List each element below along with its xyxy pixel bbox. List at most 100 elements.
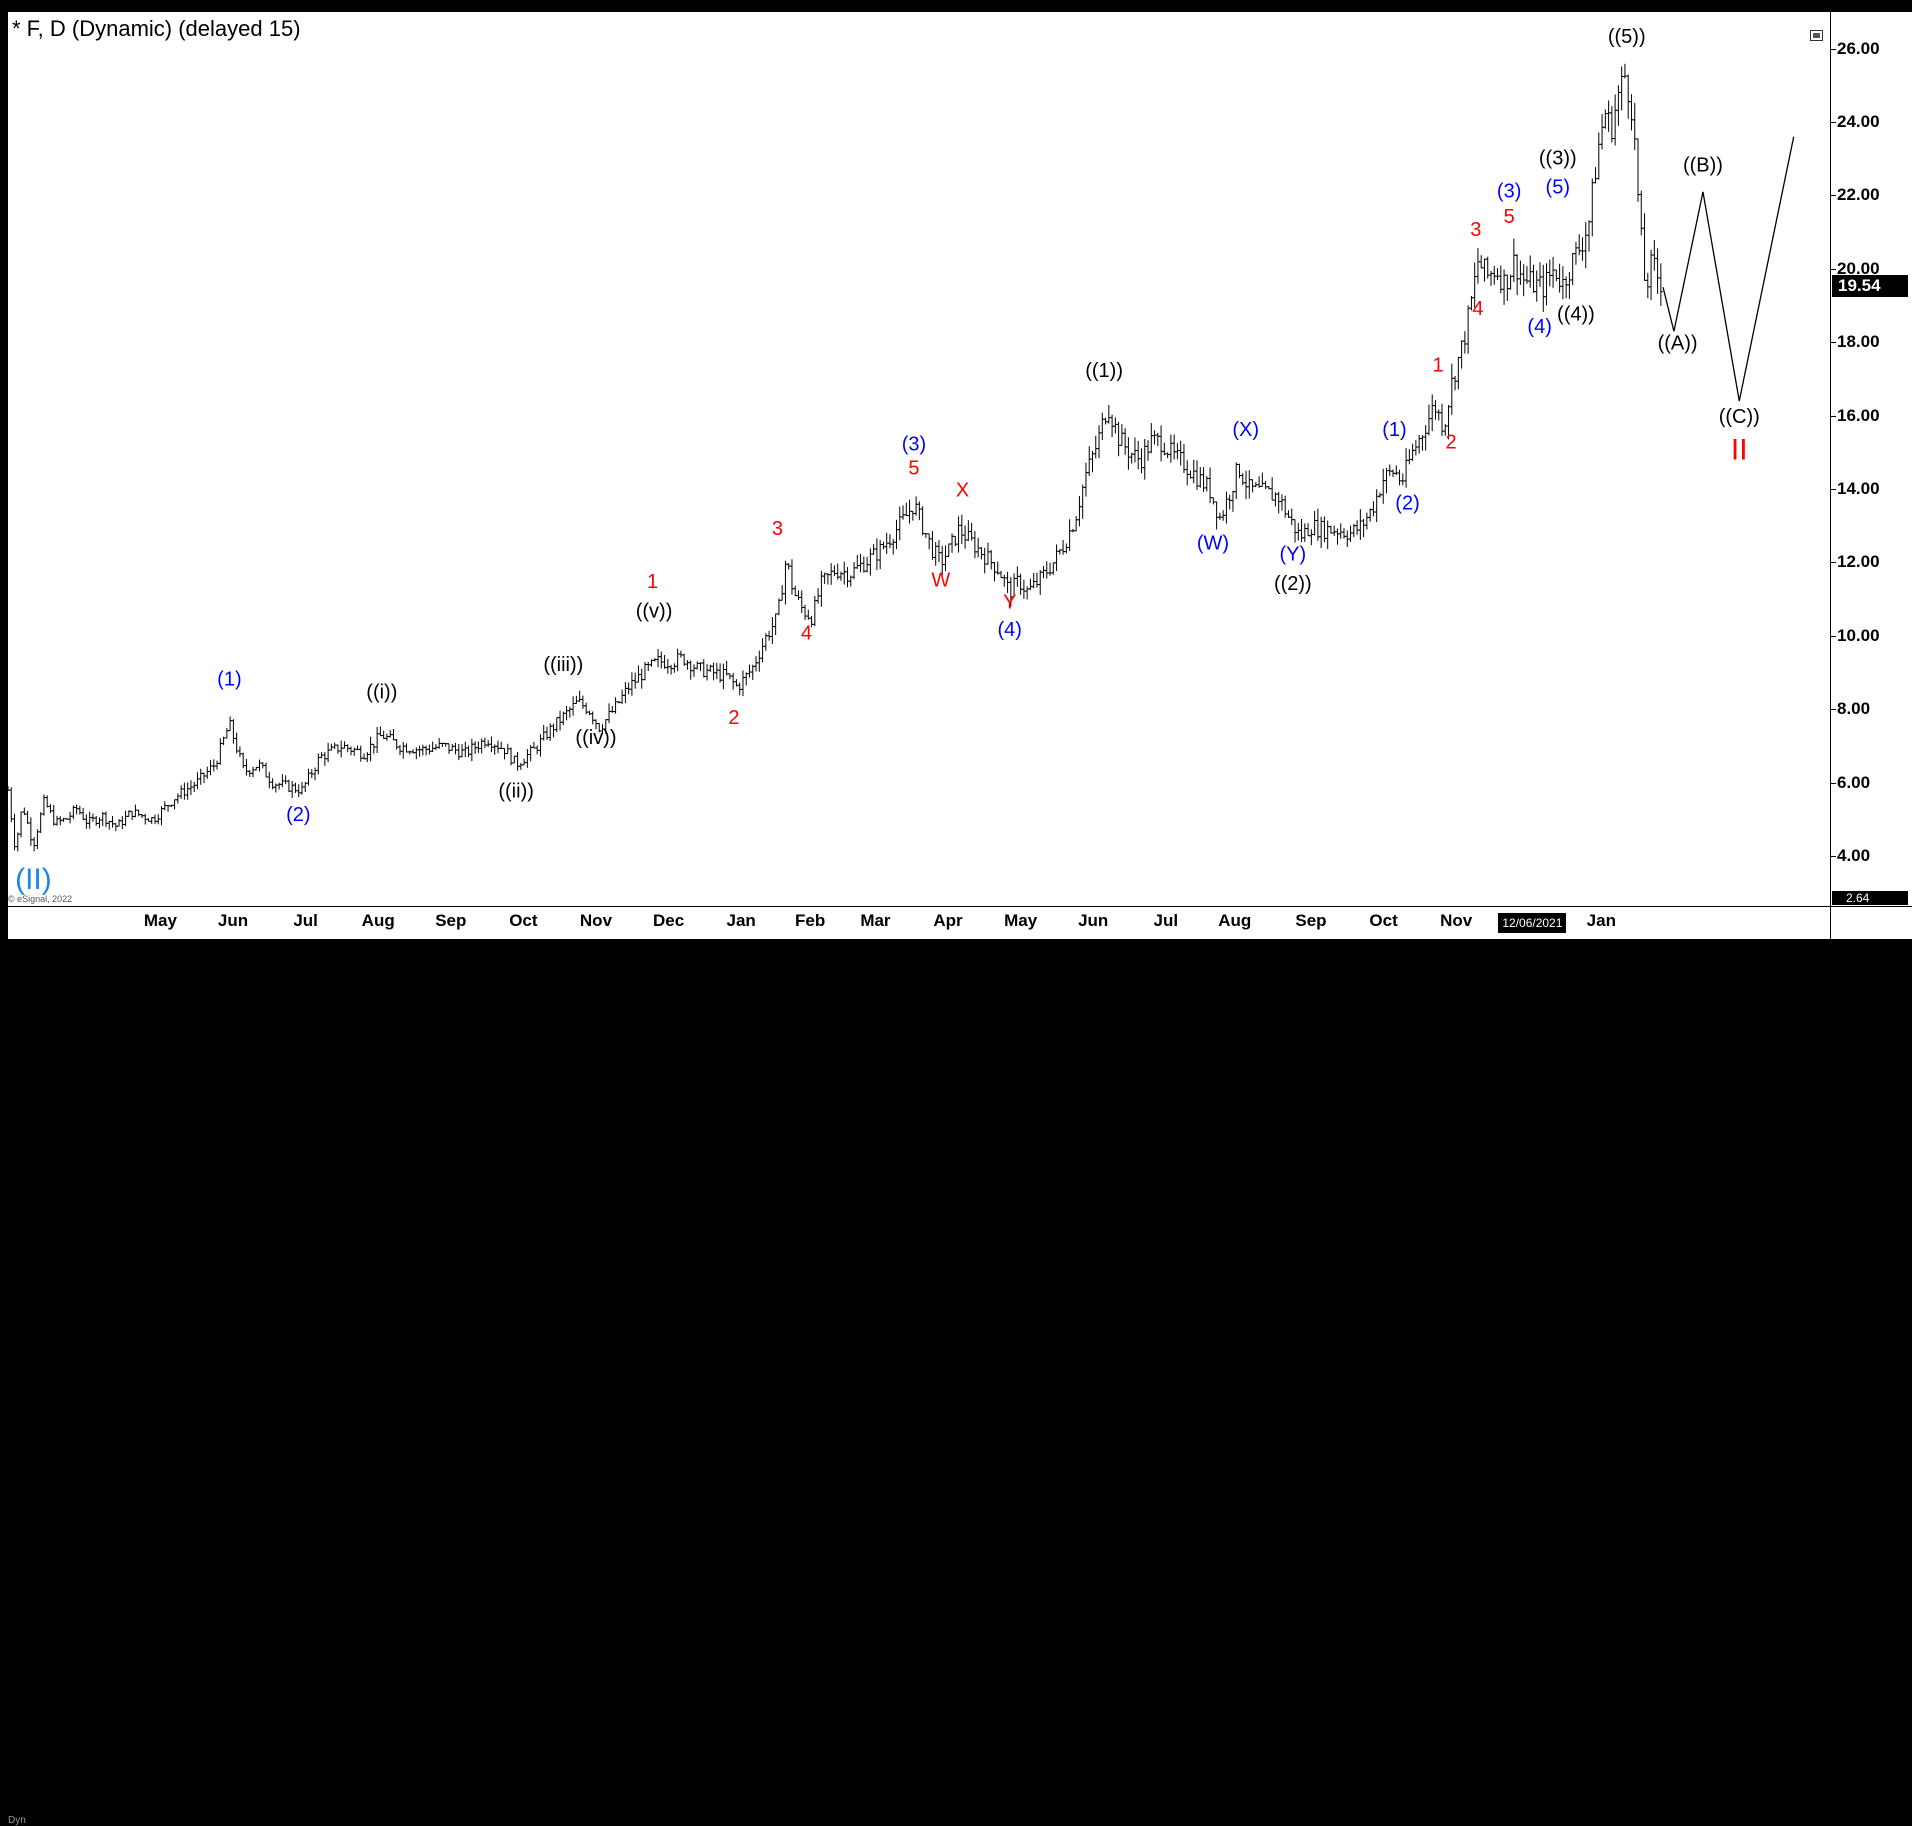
ohlc-bar [159, 806, 164, 826]
ohlc-bar [1387, 464, 1392, 476]
ohlc-bars [6, 63, 1663, 852]
ohlc-bar [1315, 508, 1320, 541]
ohlc-bar [1263, 481, 1268, 490]
ohlc-bar [1123, 428, 1128, 455]
low-price-badge: 2.64 [1832, 891, 1908, 905]
ohlc-bar [1100, 412, 1105, 441]
ohlc-bar [1312, 510, 1317, 536]
ohlc-bar [182, 782, 187, 800]
ohlc-bar [796, 590, 801, 601]
price-tick-label: 12.00 [1837, 552, 1880, 572]
ohlc-bar [1508, 274, 1513, 290]
projection-line [1662, 136, 1795, 402]
ohlc-bar [910, 510, 915, 521]
ohlc-bar [28, 817, 33, 846]
ohlc-bar [215, 760, 220, 770]
ohlc-bar [1338, 523, 1343, 539]
ohlc-bar [953, 535, 958, 547]
time-tick-label: Jul [1153, 911, 1179, 930]
ohlc-bar [1064, 543, 1069, 554]
ohlc-bar [244, 759, 249, 776]
ohlc-bar [541, 724, 546, 741]
ohlc-bar [1087, 446, 1092, 476]
wave-label: 2 [728, 707, 739, 729]
time-tick-label: Jan [1586, 911, 1616, 930]
ohlc-bar [12, 813, 17, 851]
ohlc-bar [45, 795, 50, 808]
ohlc-bar [175, 793, 180, 804]
ohlc-bar [394, 738, 399, 750]
ohlc-bar [1309, 529, 1314, 546]
wave-label: (3) [902, 434, 926, 456]
price-tick-mark [1831, 635, 1836, 637]
ohlc-bar [250, 766, 255, 778]
ohlc-bar [1436, 409, 1441, 421]
ohlc-bar [1649, 249, 1654, 300]
wave-label: X [956, 479, 969, 501]
ohlc-bar [113, 823, 118, 832]
ohlc-bar [838, 571, 843, 581]
ohlc-bar [757, 650, 762, 672]
wave-label: (Y) [1280, 544, 1307, 566]
ohlc-bar [420, 744, 425, 756]
time-axis[interactable]: Dyn May Jun Jul Aug Sep Oct Nov Dec Jan Feb Mar Apr… [8, 906, 1830, 1826]
ohlc-bar [1077, 495, 1082, 527]
wave-label: (2) [286, 804, 310, 826]
ohlc-bar [1577, 234, 1582, 256]
ohlc-bar [1551, 256, 1556, 288]
price-tick-mark [1831, 415, 1836, 417]
ohlc-bar [179, 785, 184, 799]
ohlc-bar [54, 815, 59, 826]
wave-label: ((5)) [1608, 26, 1646, 48]
wave-label: W [931, 569, 950, 591]
ohlc-bar [81, 807, 86, 821]
time-tick-label: Feb [794, 911, 826, 930]
time-tick-label: May [143, 911, 177, 930]
ohlc-bar [1296, 522, 1301, 541]
ohlc-bar [1371, 501, 1376, 517]
time-tick-label: Oct [1369, 911, 1398, 930]
ohlc-bar [678, 650, 683, 658]
ohlc-bar [1495, 268, 1500, 281]
ohlc-bar [87, 811, 92, 829]
ohlc-bar [84, 814, 89, 829]
ohlc-bar [874, 538, 879, 571]
ohlc-bar [803, 604, 808, 620]
ohlc-bar [1185, 460, 1190, 486]
ohlc-bar [976, 537, 981, 558]
ohlc-bar [1658, 263, 1663, 307]
wave-label: ((i)) [366, 681, 397, 703]
ohlc-bar [780, 585, 785, 601]
price-axis[interactable]: 4.00 6.00 8.00 10.00 12.00 14.00 16.00 18.00 20.… [1830, 12, 1912, 906]
price-tick-mark [1831, 342, 1836, 344]
ohlc-bar [1178, 440, 1183, 466]
time-tick-label: Dec [652, 911, 685, 930]
ohlc-bar [1335, 528, 1340, 545]
ohlc-bar [283, 775, 288, 785]
ohlc-bar [538, 734, 543, 757]
ohlc-bar [1397, 469, 1402, 486]
ohlc-bar [590, 711, 595, 725]
ohlc-bar [1224, 491, 1229, 524]
ohlc-bar [1410, 443, 1415, 462]
ohlc-bar [264, 762, 269, 778]
price-tick-label: 22.00 [1837, 185, 1880, 205]
window-restore-icon[interactable] [1810, 30, 1823, 41]
ohlc-bar [1038, 570, 1043, 595]
ohlc-bar [1554, 269, 1559, 282]
ohlc-bar [51, 804, 56, 826]
ohlc-bar [698, 662, 703, 672]
ohlc-bar [335, 744, 340, 754]
wave-label: ((A)) [1658, 333, 1698, 355]
plot-area[interactable]: (II) (1) (2) ((i)) ((ii)) ((iii)) ((iv)) ((v)) 1… [6, 0, 1830, 906]
ohlc-bar [659, 651, 664, 669]
time-tick-label: Jun [217, 911, 249, 930]
ohlc-bar [695, 661, 700, 670]
ohlc-bar [1645, 272, 1650, 299]
ohlc-bar [1126, 437, 1131, 470]
ohlc-bar [711, 662, 716, 681]
wave-label: 5 [1504, 206, 1515, 228]
ohlc-bar [38, 812, 43, 833]
price-chart[interactable]: (II) (1) (2) ((i)) ((ii)) ((iii)) ((iv)) ((v)) 1… [6, 0, 1830, 906]
ohlc-bar [1361, 519, 1366, 538]
